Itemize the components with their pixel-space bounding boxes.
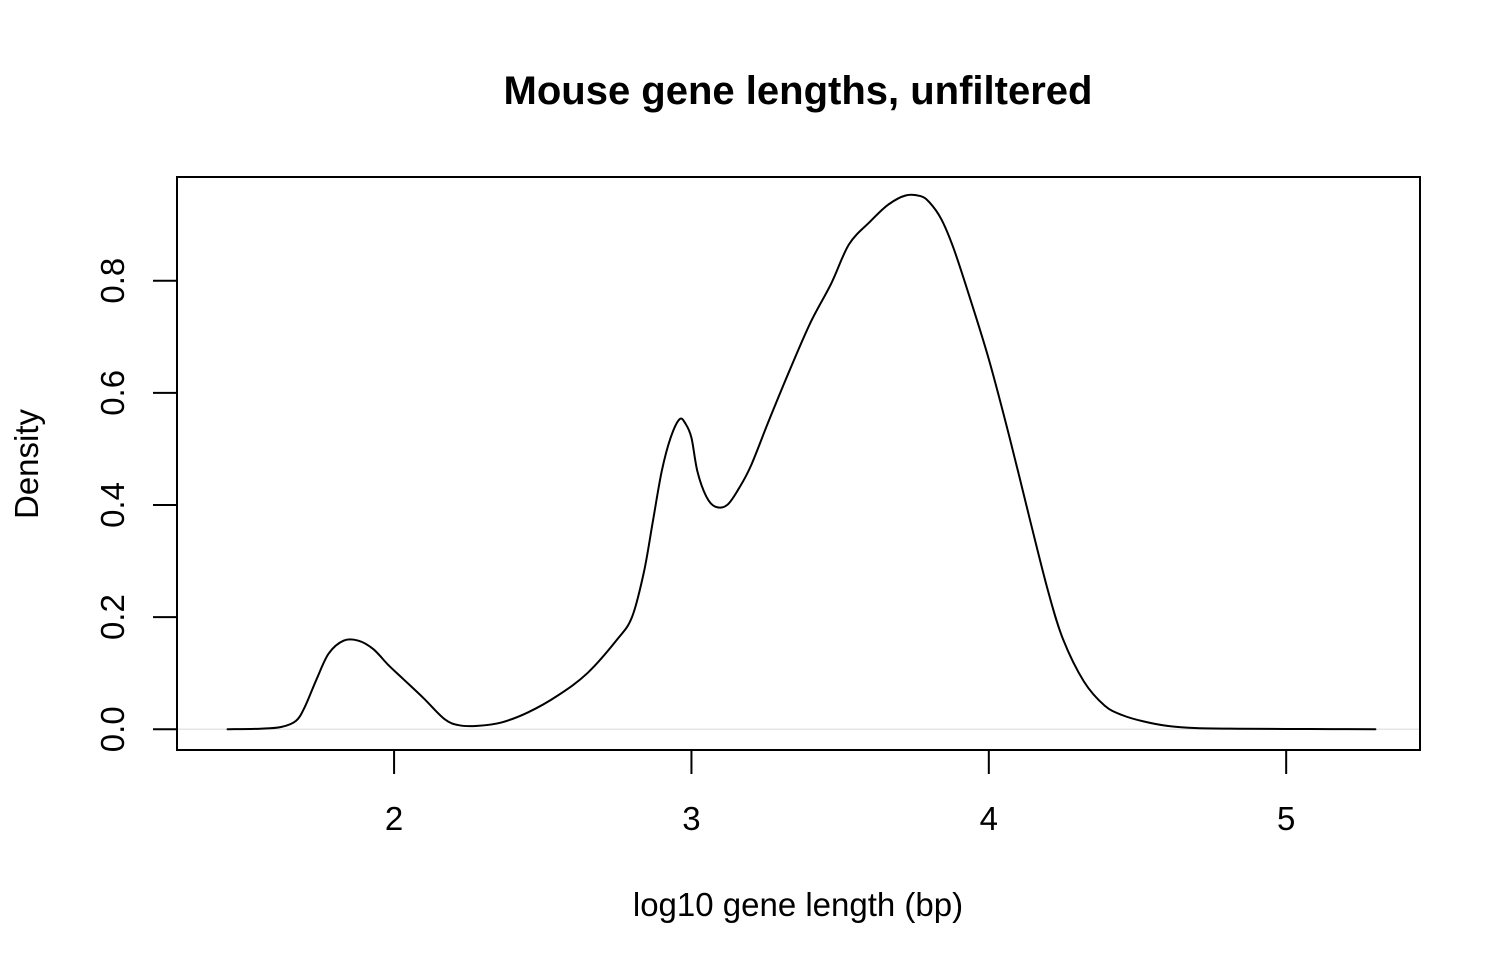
x-tick-label: 2 (385, 800, 403, 837)
x-axis-label: log10 gene length (bp) (633, 886, 963, 923)
y-tick-label: 0.2 (94, 594, 131, 640)
plot-frame (176, 176, 1421, 751)
y-axis: 0.0 0.2 0.4 0.6 0.8 (94, 258, 177, 752)
x-tick-label: 3 (682, 800, 700, 837)
density-curve (226, 193, 1377, 731)
x-tick-label: 5 (1277, 800, 1295, 837)
x-axis: 2 3 4 5 (385, 750, 1295, 837)
y-axis-label: Density (8, 408, 45, 519)
y-tick-label: 0.4 (94, 482, 131, 528)
chart-title: Mouse gene lengths, unfiltered (504, 69, 1093, 113)
y-tick-label: 0.0 (94, 706, 131, 752)
y-tick-label: 0.6 (94, 370, 131, 416)
x-tick-label: 4 (980, 800, 998, 837)
y-tick-label: 0.8 (94, 258, 131, 304)
